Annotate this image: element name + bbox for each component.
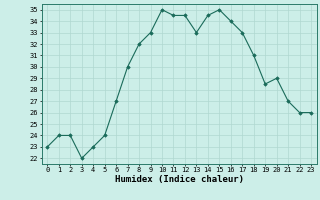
X-axis label: Humidex (Indice chaleur): Humidex (Indice chaleur) xyxy=(115,175,244,184)
